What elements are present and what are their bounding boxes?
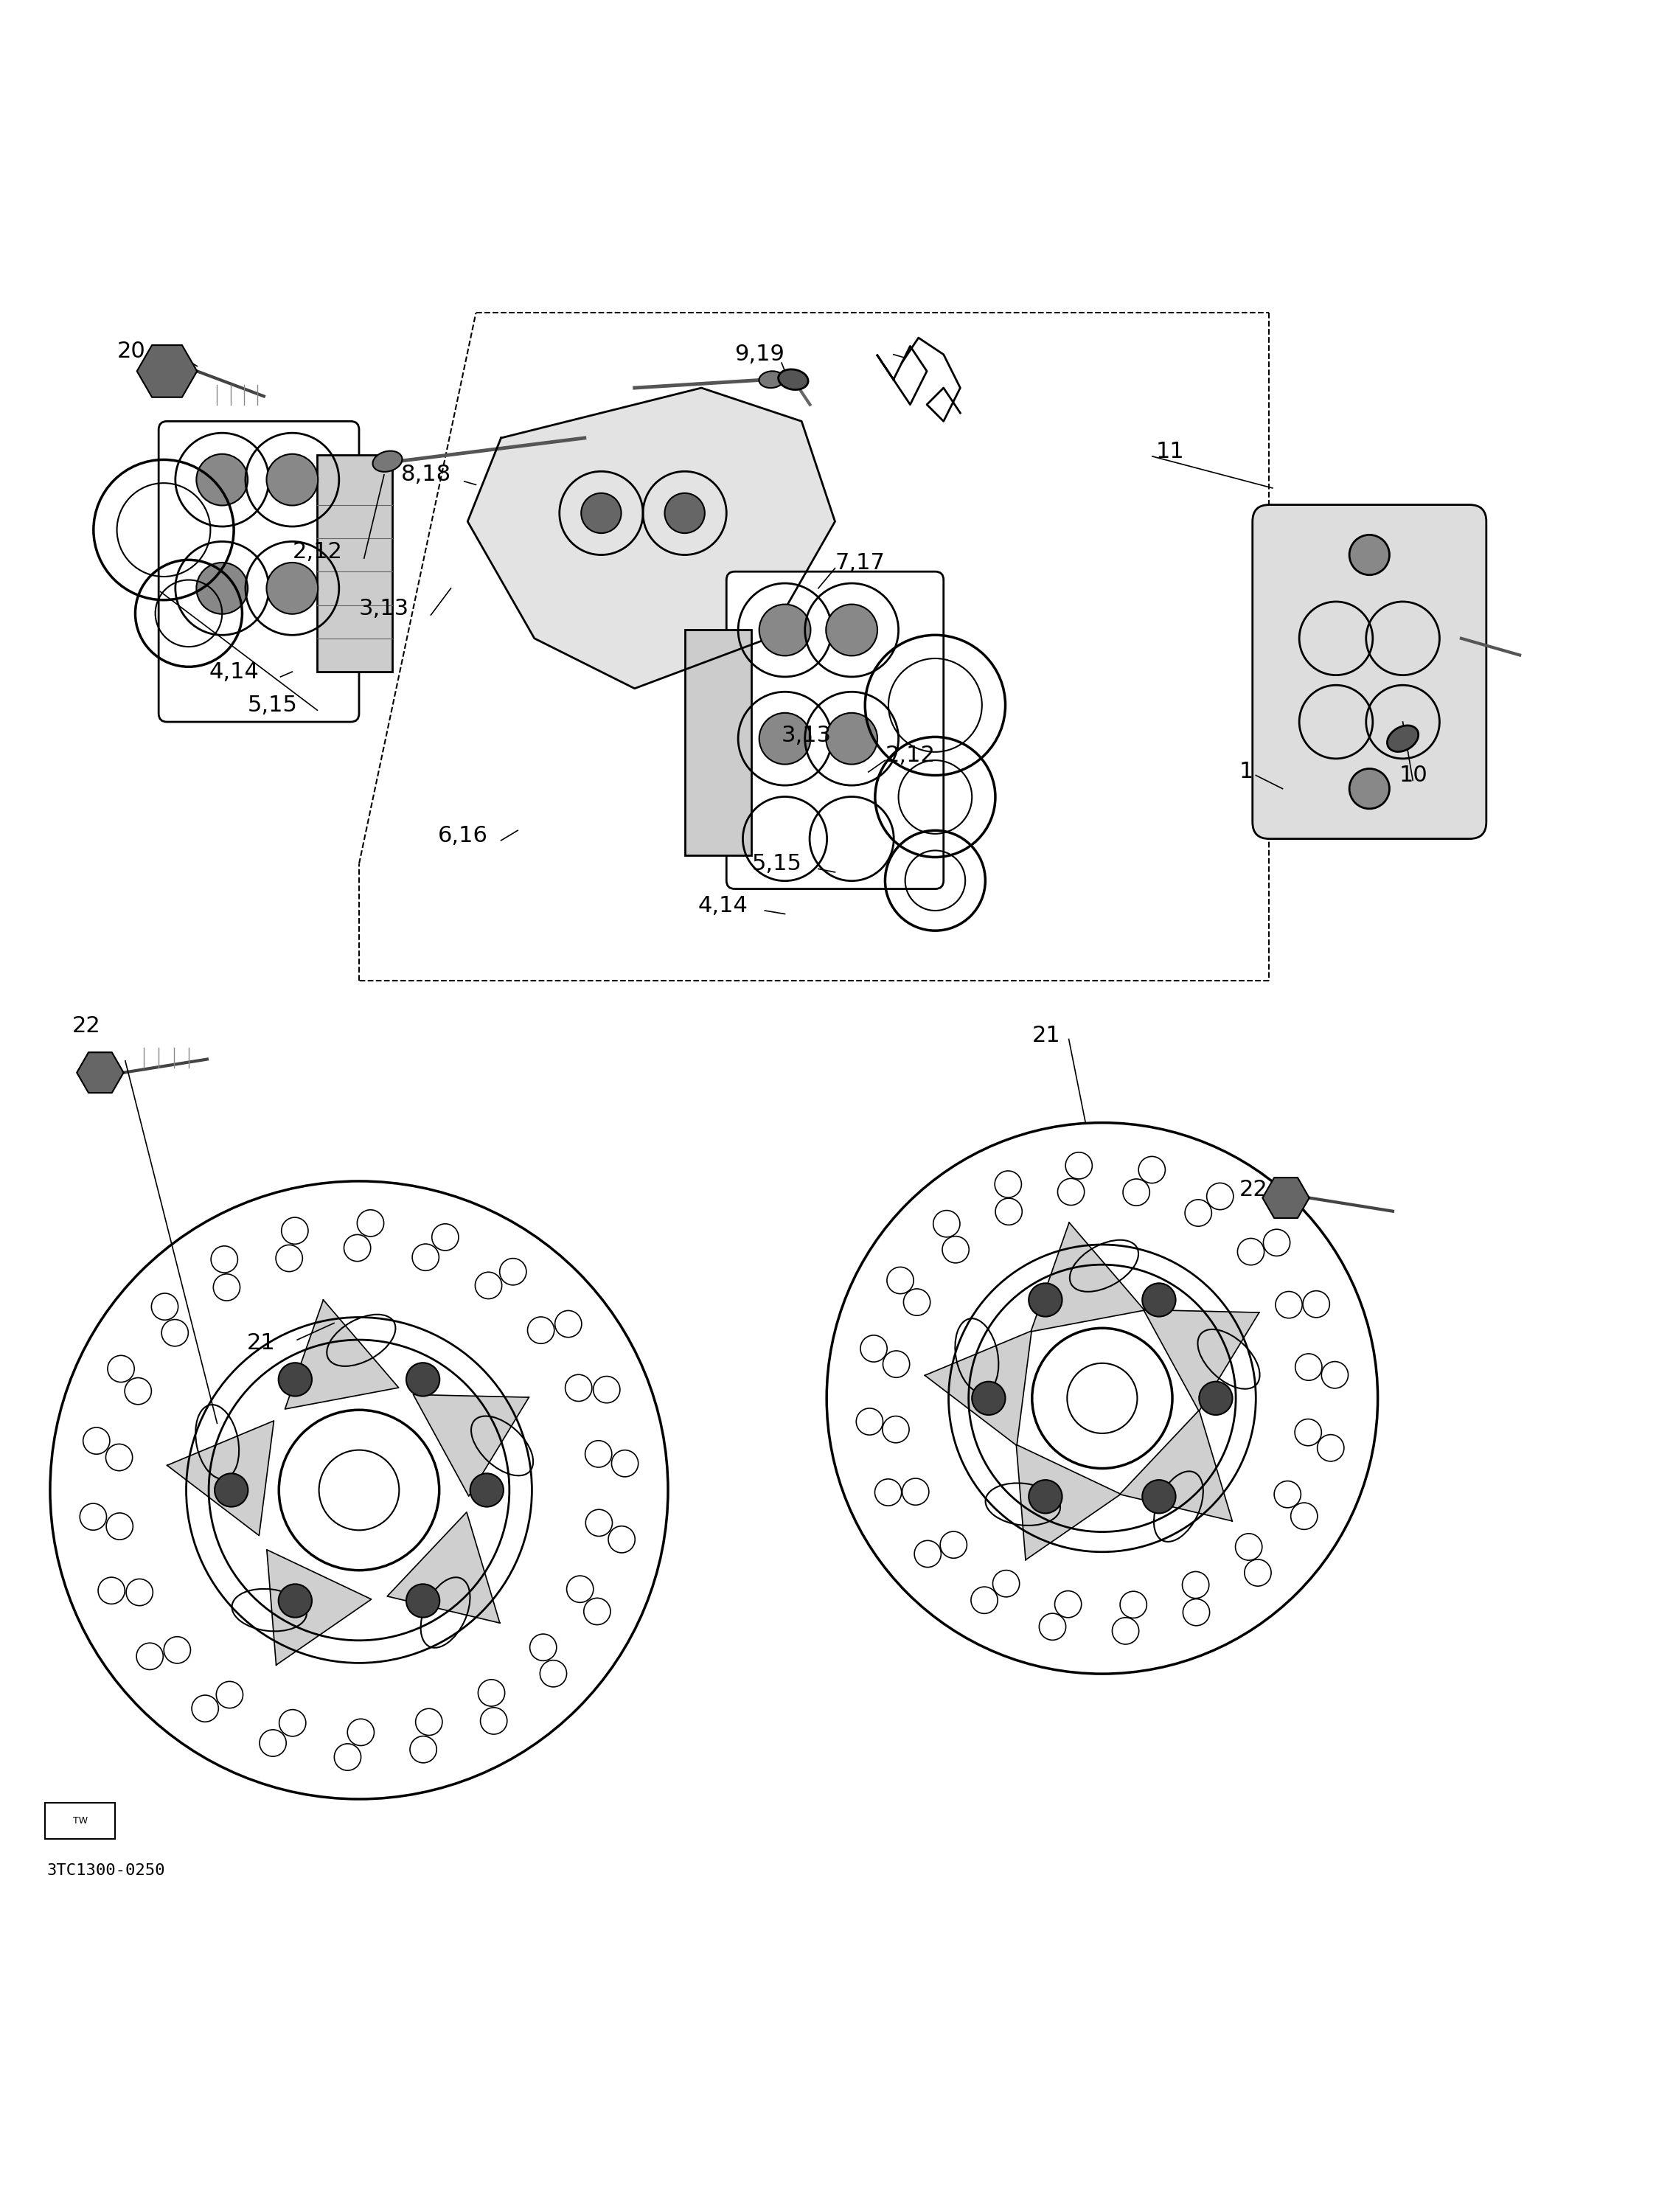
Text: 10: 10 bbox=[1399, 765, 1428, 785]
Text: 5,15: 5,15 bbox=[247, 695, 297, 717]
Ellipse shape bbox=[778, 369, 808, 389]
Polygon shape bbox=[925, 1332, 1032, 1447]
Polygon shape bbox=[412, 1394, 529, 1495]
Text: 2,12: 2,12 bbox=[885, 745, 935, 765]
Circle shape bbox=[1029, 1283, 1062, 1316]
Text: TW: TW bbox=[73, 1816, 87, 1825]
Circle shape bbox=[406, 1363, 439, 1396]
Text: 20: 20 bbox=[117, 341, 145, 363]
Circle shape bbox=[406, 1584, 439, 1617]
Circle shape bbox=[197, 453, 247, 507]
Circle shape bbox=[581, 493, 621, 533]
Text: 8,18: 8,18 bbox=[401, 465, 451, 484]
Polygon shape bbox=[387, 1513, 499, 1624]
Text: 21: 21 bbox=[247, 1332, 276, 1354]
Text: 3,13: 3,13 bbox=[359, 597, 409, 619]
Polygon shape bbox=[1017, 1444, 1121, 1559]
Bar bbox=[685, 630, 752, 856]
Polygon shape bbox=[286, 1301, 399, 1409]
Text: 4,14: 4,14 bbox=[698, 896, 748, 916]
Text: 3,13: 3,13 bbox=[782, 726, 832, 745]
Circle shape bbox=[471, 1473, 504, 1506]
Circle shape bbox=[972, 1382, 1005, 1416]
Ellipse shape bbox=[1388, 726, 1418, 752]
Text: 9,19: 9,19 bbox=[735, 343, 785, 365]
Ellipse shape bbox=[372, 451, 402, 471]
Bar bbox=[317, 456, 392, 672]
FancyBboxPatch shape bbox=[726, 571, 944, 889]
Circle shape bbox=[279, 1363, 312, 1396]
Text: 5,15: 5,15 bbox=[752, 854, 802, 874]
Text: 22: 22 bbox=[1239, 1179, 1268, 1201]
Text: 21: 21 bbox=[1032, 1024, 1060, 1046]
Text: 4,14: 4,14 bbox=[209, 661, 259, 684]
FancyBboxPatch shape bbox=[45, 1803, 115, 1838]
Circle shape bbox=[267, 562, 317, 615]
FancyBboxPatch shape bbox=[1252, 504, 1486, 838]
Polygon shape bbox=[1263, 1177, 1309, 1219]
Circle shape bbox=[197, 562, 247, 615]
Circle shape bbox=[1142, 1283, 1176, 1316]
Text: 3TC1300-0250: 3TC1300-0250 bbox=[47, 1863, 165, 1878]
Text: 2,12: 2,12 bbox=[292, 542, 342, 562]
FancyBboxPatch shape bbox=[159, 420, 359, 721]
Polygon shape bbox=[1144, 1310, 1259, 1411]
Circle shape bbox=[215, 1473, 249, 1506]
Text: 11: 11 bbox=[1156, 440, 1184, 462]
Text: 7,17: 7,17 bbox=[835, 553, 885, 573]
Circle shape bbox=[1349, 768, 1389, 810]
Circle shape bbox=[1199, 1382, 1232, 1416]
Circle shape bbox=[1029, 1480, 1062, 1513]
Polygon shape bbox=[137, 345, 197, 398]
Circle shape bbox=[827, 604, 877, 655]
Circle shape bbox=[760, 712, 810, 765]
Text: 1: 1 bbox=[1239, 761, 1254, 783]
Text: 22: 22 bbox=[72, 1015, 100, 1037]
Circle shape bbox=[665, 493, 705, 533]
Ellipse shape bbox=[760, 372, 783, 387]
Circle shape bbox=[827, 712, 877, 765]
Circle shape bbox=[760, 604, 810, 655]
Circle shape bbox=[1142, 1480, 1176, 1513]
Polygon shape bbox=[468, 387, 835, 688]
Polygon shape bbox=[167, 1420, 274, 1535]
Polygon shape bbox=[1030, 1223, 1144, 1332]
Circle shape bbox=[267, 453, 317, 507]
Polygon shape bbox=[1119, 1411, 1232, 1522]
Polygon shape bbox=[267, 1551, 371, 1666]
Circle shape bbox=[279, 1584, 312, 1617]
Text: 6,16: 6,16 bbox=[438, 825, 488, 847]
Circle shape bbox=[1349, 535, 1389, 575]
Polygon shape bbox=[77, 1053, 124, 1093]
